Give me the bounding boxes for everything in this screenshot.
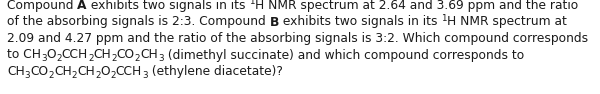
Text: 2.09 and 4.27 ppm and the ratio of the absorbing signals is 3:2. Which compound : 2.09 and 4.27 ppm and the ratio of the a… [7,32,588,45]
Text: to CH: to CH [7,49,41,61]
Text: 2: 2 [72,70,77,80]
Text: H NMR spectrum at 2.64 and 3.69 ppm and the ratio: H NMR spectrum at 2.64 and 3.69 ppm and … [255,0,578,12]
Text: 2: 2 [88,54,94,63]
Text: 3: 3 [158,54,164,63]
Text: Compound: Compound [7,0,77,12]
Text: CH: CH [140,49,158,61]
Text: 2: 2 [49,70,54,80]
Text: 2: 2 [110,70,116,80]
Text: 1: 1 [442,14,447,23]
Text: 2: 2 [135,54,140,63]
Text: CH: CH [54,65,72,78]
Text: 3: 3 [25,70,31,80]
Text: A: A [77,0,87,12]
Text: 1: 1 [249,0,255,6]
Text: O: O [47,49,56,61]
Text: CH: CH [7,65,25,78]
Text: CO: CO [31,65,49,78]
Text: H NMR spectrum at: H NMR spectrum at [447,16,567,28]
Text: CO: CO [117,49,135,61]
Text: CCH: CCH [62,49,88,61]
Text: of the absorbing signals is 2:3. Compound: of the absorbing signals is 2:3. Compoun… [7,16,269,28]
Text: CCH: CCH [116,65,142,78]
Text: 2: 2 [111,54,117,63]
Text: CH: CH [94,49,111,61]
Text: 3: 3 [142,70,148,80]
Text: exhibits two signals in its: exhibits two signals in its [87,0,249,12]
Text: exhibits two signals in its: exhibits two signals in its [279,16,442,28]
Text: 2: 2 [56,54,62,63]
Text: CH: CH [77,65,95,78]
Text: B: B [269,16,279,28]
Text: (ethylene diacetate)?: (ethylene diacetate)? [148,65,283,78]
Text: O: O [101,65,110,78]
Text: 3: 3 [41,54,47,63]
Text: (dimethyl succinate) and which compound corresponds to: (dimethyl succinate) and which compound … [164,49,524,61]
Text: 2: 2 [95,70,101,80]
